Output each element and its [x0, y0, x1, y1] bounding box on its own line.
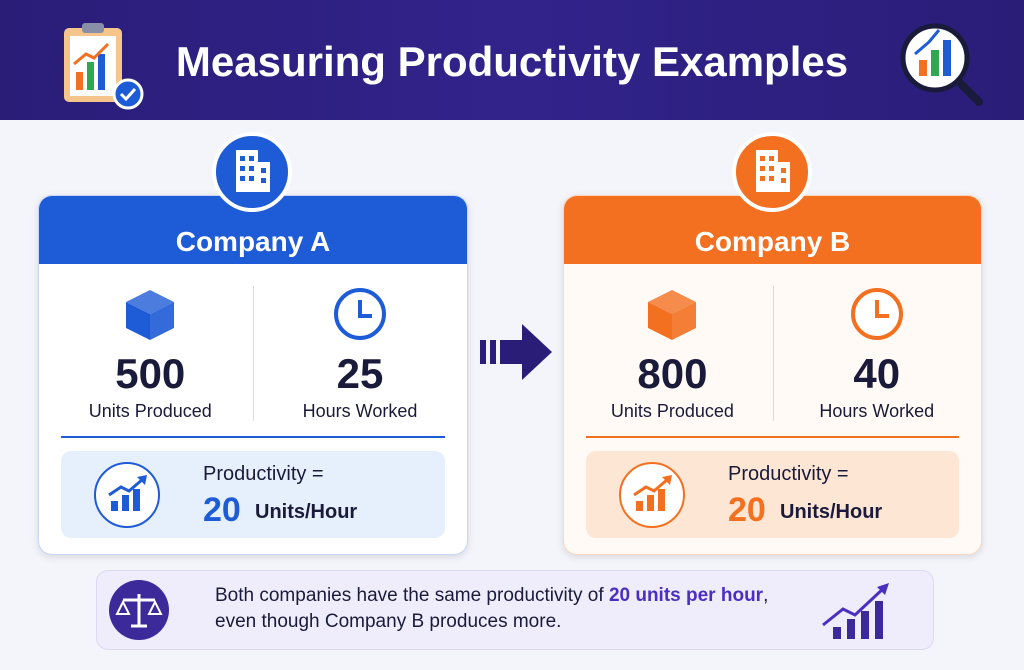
productivity-label: Productivity =: [203, 463, 324, 485]
productivity-value: 20: [203, 491, 241, 529]
hours-value: 40: [853, 350, 901, 397]
summary-highlight: 20 units per hour: [608, 585, 764, 606]
productivity-label: Productivity =: [728, 463, 849, 485]
cube-icon: [122, 286, 178, 347]
cube-icon: [644, 286, 700, 347]
units-value: 500: [115, 350, 186, 397]
clipboard-icon: [64, 23, 144, 110]
summary-line-1: Both companies have the same productivit…: [215, 585, 768, 607]
header-band: Measuring Productivity Examples: [0, 0, 1024, 120]
company-card: Company A 500 Units Produced 25 Hours Worked…: [38, 195, 468, 555]
divider: [253, 286, 254, 421]
productivity-unit: Units/Hour: [780, 501, 883, 523]
clock-icon: [332, 286, 388, 347]
divider: [586, 436, 959, 438]
productivity-box: Productivity = 20 Units/Hour: [586, 451, 959, 538]
trend-icon: [93, 461, 161, 534]
units-value: 800: [637, 350, 708, 397]
building-icon: [731, 132, 812, 212]
units-label: Units Produced: [88, 401, 212, 421]
divider: [61, 436, 445, 438]
summary-line-2: even though Company B produces more.: [215, 611, 562, 632]
productivity-value: 20: [728, 491, 766, 529]
productivity-unit: Units/Hour: [255, 501, 358, 523]
arrow: [480, 324, 552, 380]
title: Measuring Productivity Examples: [175, 38, 849, 85]
summary-text: Both companies have the same productivit…: [215, 585, 604, 606]
company-name: Company A: [39, 196, 467, 264]
magnifier-icon: [900, 23, 983, 106]
hours-label: Hours Worked: [302, 401, 418, 421]
units-label: Units Produced: [610, 401, 734, 421]
hours-value: 25: [336, 350, 384, 397]
divider: [772, 286, 774, 421]
company-card: Company B 800 Units Produced 40 Hours Worked…: [563, 195, 982, 555]
trend-icon: [618, 461, 686, 534]
summary-box: Both companies have the same productivit…: [96, 570, 934, 650]
summary-text: ,: [763, 585, 769, 606]
scale-icon: [109, 580, 169, 640]
hours-label: Hours Worked: [819, 401, 935, 421]
productivity-box: Productivity = 20 Units/Hour: [61, 451, 445, 538]
trend-icon: [822, 583, 889, 639]
clock-icon: [849, 286, 905, 347]
building-icon: [212, 132, 292, 212]
